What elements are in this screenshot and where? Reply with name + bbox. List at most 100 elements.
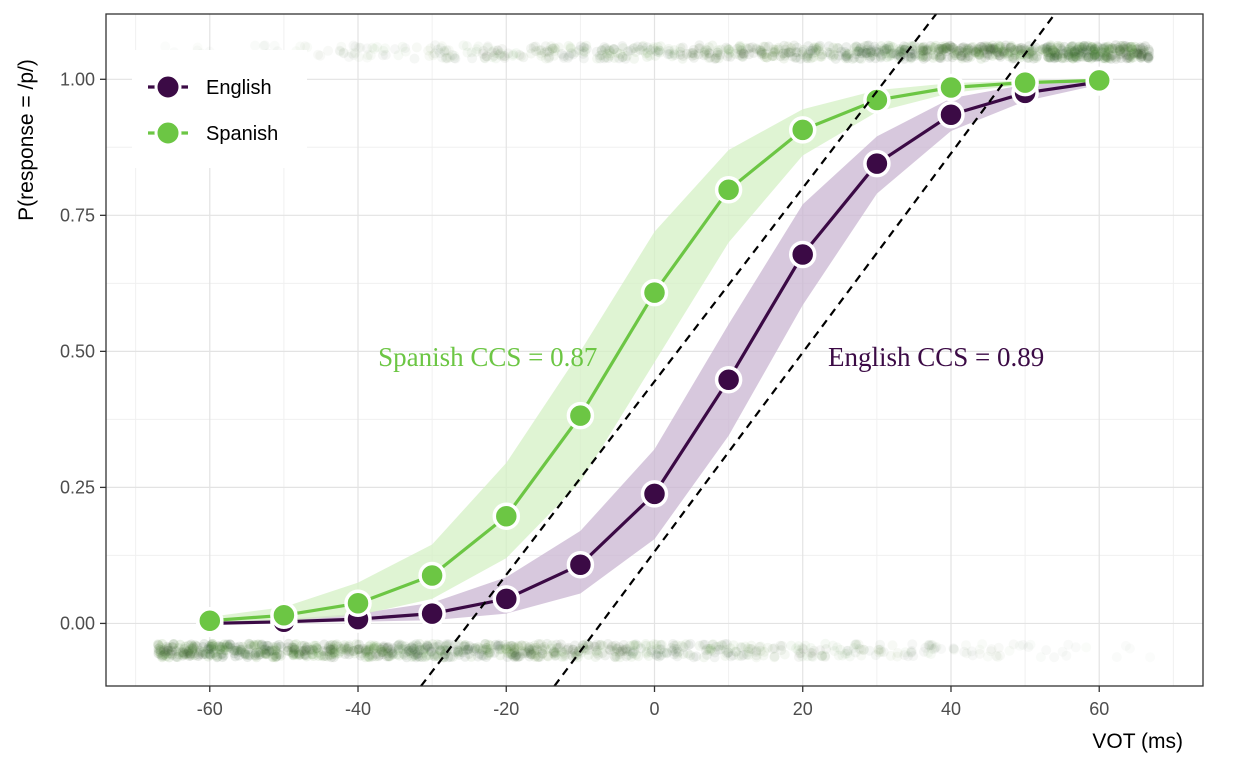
response-dot: [1101, 50, 1112, 61]
response-dot: [221, 640, 232, 651]
response-dot: [453, 646, 464, 657]
response-dot: [167, 649, 177, 660]
response-dot: [917, 45, 928, 56]
response-dot: [481, 652, 492, 663]
response-dot: [275, 650, 286, 661]
response-dot: [490, 48, 501, 59]
response-dot: [1076, 48, 1087, 59]
response-dot: [536, 45, 546, 56]
response-dot: [685, 650, 696, 661]
response-dot: [1144, 46, 1155, 57]
response-dot: [216, 642, 227, 653]
response-dot: [536, 50, 547, 61]
reference-line: [420, 13, 938, 687]
response-dot: [212, 651, 223, 662]
response-dot: [1087, 51, 1098, 62]
response-dot: [702, 45, 713, 56]
response-dot: [289, 644, 299, 655]
response-dot: [655, 640, 666, 650]
response-dot: [219, 639, 230, 650]
response-dot: [343, 642, 354, 652]
response-dot: [936, 41, 947, 52]
response-dot: [583, 640, 594, 651]
response-dot: [778, 53, 789, 64]
response-dot: [536, 48, 547, 59]
response-dot: [1017, 49, 1028, 59]
response-dot: [478, 46, 489, 56]
response-dot: [509, 645, 520, 656]
response-dot: [705, 52, 716, 63]
response-dot: [171, 646, 182, 656]
response-dot: [1008, 47, 1018, 58]
response-dot: [1052, 52, 1063, 63]
english-point: [566, 550, 595, 579]
response-dot: [316, 650, 327, 661]
response-dot: [212, 652, 223, 663]
response-dot: [773, 42, 784, 53]
response-dot: [962, 43, 973, 54]
response-dot: [623, 650, 634, 661]
response-dot: [161, 641, 172, 652]
response-dot: [539, 47, 550, 58]
response-dot: [965, 51, 976, 62]
response-dot: [244, 639, 255, 650]
response-dot: [547, 43, 558, 54]
response-dot: [631, 639, 641, 650]
response-dot: [866, 45, 877, 56]
response-dot: [1039, 43, 1050, 54]
response-dot: [756, 47, 767, 58]
response-dot: [630, 640, 641, 651]
response-dot: [1047, 44, 1058, 55]
response-dot: [922, 44, 933, 55]
response-dot: [378, 647, 388, 657]
response-dot: [410, 646, 421, 657]
response-dot: [450, 639, 461, 650]
response-dot: [511, 649, 522, 660]
response-dot: [591, 46, 602, 57]
response-dot: [693, 49, 704, 60]
response-dot: [937, 43, 948, 54]
response-dot: [608, 44, 619, 55]
response-dot: [1021, 49, 1032, 60]
response-dot: [483, 647, 494, 658]
response-dot: [767, 51, 778, 62]
response-dot: [309, 640, 320, 651]
response-dot: [807, 45, 818, 56]
response-dot: [383, 641, 394, 652]
response-dot: [620, 644, 631, 655]
response-dot: [970, 47, 980, 57]
response-dot: [881, 43, 892, 54]
response-dot: [761, 52, 772, 63]
response-dot: [520, 640, 531, 651]
response-dot: [854, 46, 865, 57]
response-dot: [672, 644, 682, 655]
response-dot: [713, 641, 724, 652]
response-dot: [591, 639, 602, 650]
response-dot: [1070, 48, 1081, 59]
response-dot: [400, 641, 411, 652]
english-point: [937, 100, 965, 129]
response-dot: [390, 44, 400, 55]
response-dot: [1125, 51, 1136, 61]
response-dot: [808, 52, 819, 63]
response-dot: [1144, 51, 1155, 62]
response-dot: [885, 650, 896, 661]
response-dot: [261, 648, 272, 659]
response-dot: [183, 646, 194, 657]
response-dot: [382, 642, 393, 653]
spanish-point: [937, 73, 965, 102]
response-dot: [509, 643, 520, 653]
response-dot: [1055, 43, 1066, 54]
response-dot: [1086, 53, 1097, 64]
response-dot: [178, 650, 188, 661]
response-dot: [370, 648, 381, 659]
response-dot: [542, 650, 553, 661]
response-dot: [941, 46, 952, 57]
y-axis: 0.000.250.500.751.00: [60, 69, 106, 633]
response-dot: [435, 43, 446, 54]
response-dot: [984, 42, 995, 53]
response-dot: [1092, 41, 1103, 52]
response-dot: [676, 640, 687, 651]
response-dot: [646, 647, 657, 658]
